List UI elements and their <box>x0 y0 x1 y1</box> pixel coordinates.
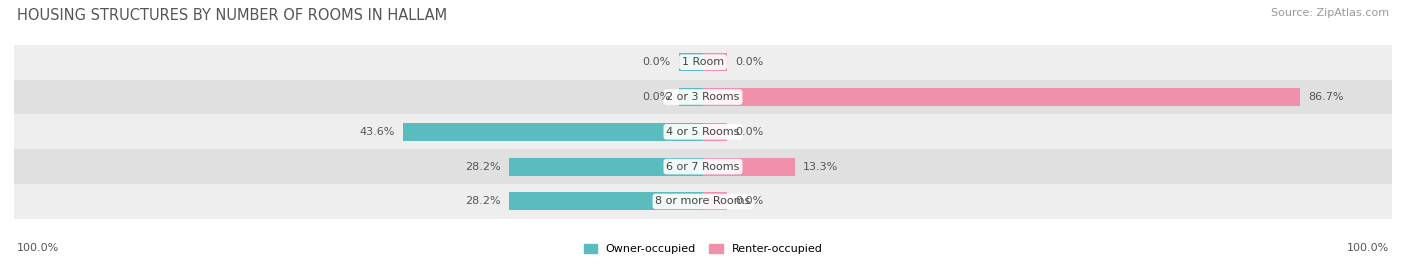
Bar <box>14 80 1392 114</box>
Text: 4 or 5 Rooms: 4 or 5 Rooms <box>666 127 740 137</box>
Bar <box>703 158 794 176</box>
Bar <box>14 149 1392 184</box>
Text: 28.2%: 28.2% <box>465 196 501 206</box>
Bar <box>703 123 727 141</box>
Text: 100.0%: 100.0% <box>1347 243 1389 253</box>
Text: 100.0%: 100.0% <box>17 243 59 253</box>
Bar <box>703 192 727 210</box>
Text: 1 Room: 1 Room <box>682 57 724 67</box>
Text: 6 or 7 Rooms: 6 or 7 Rooms <box>666 162 740 172</box>
Text: 2 or 3 Rooms: 2 or 3 Rooms <box>666 92 740 102</box>
Text: 0.0%: 0.0% <box>643 57 671 67</box>
Text: 0.0%: 0.0% <box>735 196 763 206</box>
Bar <box>703 88 1301 106</box>
Text: 86.7%: 86.7% <box>1309 92 1344 102</box>
Text: 0.0%: 0.0% <box>735 57 763 67</box>
Bar <box>679 88 703 106</box>
Text: 13.3%: 13.3% <box>803 162 838 172</box>
Bar <box>703 53 727 71</box>
Text: 0.0%: 0.0% <box>643 92 671 102</box>
Text: 43.6%: 43.6% <box>359 127 394 137</box>
Bar <box>509 158 703 176</box>
Bar <box>509 192 703 210</box>
Bar <box>14 184 1392 219</box>
Legend: Owner-occupied, Renter-occupied: Owner-occupied, Renter-occupied <box>583 244 823 254</box>
Text: 8 or more Rooms: 8 or more Rooms <box>655 196 751 206</box>
Text: HOUSING STRUCTURES BY NUMBER OF ROOMS IN HALLAM: HOUSING STRUCTURES BY NUMBER OF ROOMS IN… <box>17 8 447 23</box>
Text: 28.2%: 28.2% <box>465 162 501 172</box>
Bar <box>14 114 1392 149</box>
Bar <box>14 45 1392 80</box>
Text: Source: ZipAtlas.com: Source: ZipAtlas.com <box>1271 8 1389 18</box>
Bar <box>679 53 703 71</box>
Text: 0.0%: 0.0% <box>735 127 763 137</box>
Bar <box>402 123 703 141</box>
